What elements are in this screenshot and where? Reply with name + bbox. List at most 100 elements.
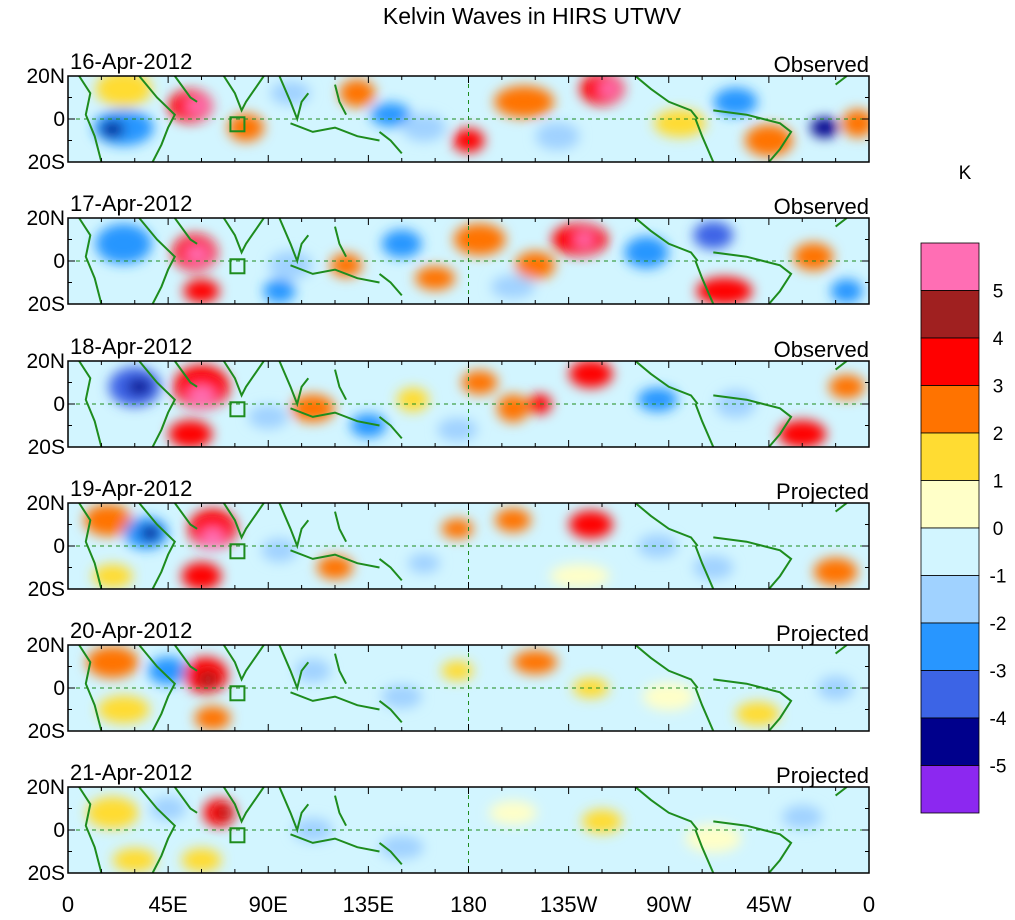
anomaly-blob [84,504,133,537]
anomaly-blob [294,658,331,683]
map-panel: 16-Apr-2012 Observed 20N 0 20S [26,49,870,174]
latitude-label: 0 [53,393,65,416]
anomaly-blob [339,79,376,108]
anomaly-blob [95,223,152,264]
latitude-label: 20S [28,151,65,174]
anomaly-blob [86,646,139,679]
colorbar-swatch [920,575,980,624]
colorbar-label: 0 [993,519,1004,540]
anomaly-blob [453,223,506,256]
anomaly-blob [92,564,133,589]
anomaly-blob [415,266,456,291]
anomaly-blob [402,113,446,142]
coastline [78,361,848,447]
anomaly-blob [317,555,353,580]
anomaly-blob [793,242,834,271]
panel-date: 18-Apr-2012 [70,334,192,359]
anomaly-blob [95,76,152,107]
anomaly-blob [817,676,854,700]
anomaly-blob [513,650,558,675]
latitude-label: 0 [53,819,65,842]
panel-date: 17-Apr-2012 [70,191,192,216]
anomaly-blob [290,394,335,423]
colorbar-swatch [920,385,980,434]
coastline [78,645,848,731]
colorbar-swatch [920,480,980,529]
longitude-label: 135W [540,892,598,917]
latitude-label: 20S [28,436,65,459]
anomaly-blob [582,809,622,834]
longitude-label: 45W [746,892,791,917]
longitude-label: 0 [62,892,74,917]
coastline [78,503,848,589]
latitude-label: 20S [28,578,65,601]
coastline [78,787,848,873]
anomaly-blob [396,387,429,412]
colorbar-swatch [920,622,980,671]
anomaly-blob [270,81,311,106]
anomaly-blob [181,848,222,873]
longitude-label: 0 [863,892,875,917]
latitude-label: 0 [53,677,65,700]
anomaly-blob [248,404,289,429]
anomaly-blob [198,671,219,688]
panel-type: Projected [776,763,869,788]
latitude-label: 20N [26,65,65,88]
colorbar-swatch [920,242,980,291]
anomaly-blob [515,251,556,280]
anomaly-blob [568,510,613,539]
latitude-label: 20S [28,862,65,885]
panel-type: Observed [774,52,869,77]
anomaly-blob [642,682,695,711]
map-panel: 20-Apr-2012 Projected 20N 0 20S [26,618,870,743]
anomaly-blob [150,796,187,821]
colorbar-label: -1 [990,567,1007,588]
figure-title: Kelvin Waves in HIRS UTWV [383,3,682,29]
colorbar-swatch [920,290,980,339]
colorbar-label: 5 [993,282,1004,303]
anomaly-blob [112,848,157,873]
anomaly-blob [127,378,152,395]
anomaly-blob [693,221,734,250]
latitude-label: 0 [53,108,65,131]
colorbar: K 5 4 3 2 1 0 -1 -2 -3 -4 -5 [920,163,1007,814]
anomaly-blob [624,236,669,269]
anomaly-blob [574,232,595,247]
colorbar-label: -5 [990,757,1007,778]
colorbar-label: -3 [990,662,1007,683]
anomaly-blob [461,370,498,395]
anomaly-blob [86,796,139,829]
anomaly-blob [97,695,150,724]
anomaly-blob [696,277,753,304]
panel-type: Projected [776,621,869,646]
anomaly-blob [810,117,839,138]
colorbar-label: 3 [993,377,1004,398]
anomaly-blob [495,508,531,533]
colorbar-swatch [920,765,980,814]
anomaly-blob [441,518,474,539]
anomaly-blob [370,102,411,127]
anomaly-blob [735,701,780,726]
anomaly-blob [381,684,422,709]
anomaly-blob [187,385,216,406]
map-panel: 18-Apr-2012 Observed 20N 0 20S [26,334,870,459]
latitude-label: 20N [26,776,65,799]
anomaly-blob [185,245,210,264]
coastline [78,76,848,162]
colorbar-swatch [920,527,980,576]
latitude-label: 20S [28,720,65,743]
anomaly-blob [148,656,189,685]
colorbar-units: K [959,163,972,184]
anomaly-blob [598,80,619,97]
anomaly-blob [535,122,580,151]
colorbar-label: 1 [993,472,1004,493]
anomaly-blob [685,824,742,853]
anomaly-blob [350,413,387,438]
anomaly-blob [813,557,858,586]
anomaly-blob [228,113,264,142]
colorbar-label: -2 [990,614,1007,635]
anomaly-blob [408,553,440,574]
anomaly-blob [261,538,298,563]
anomaly-blob [437,417,478,442]
latitude-label: 0 [53,250,65,273]
